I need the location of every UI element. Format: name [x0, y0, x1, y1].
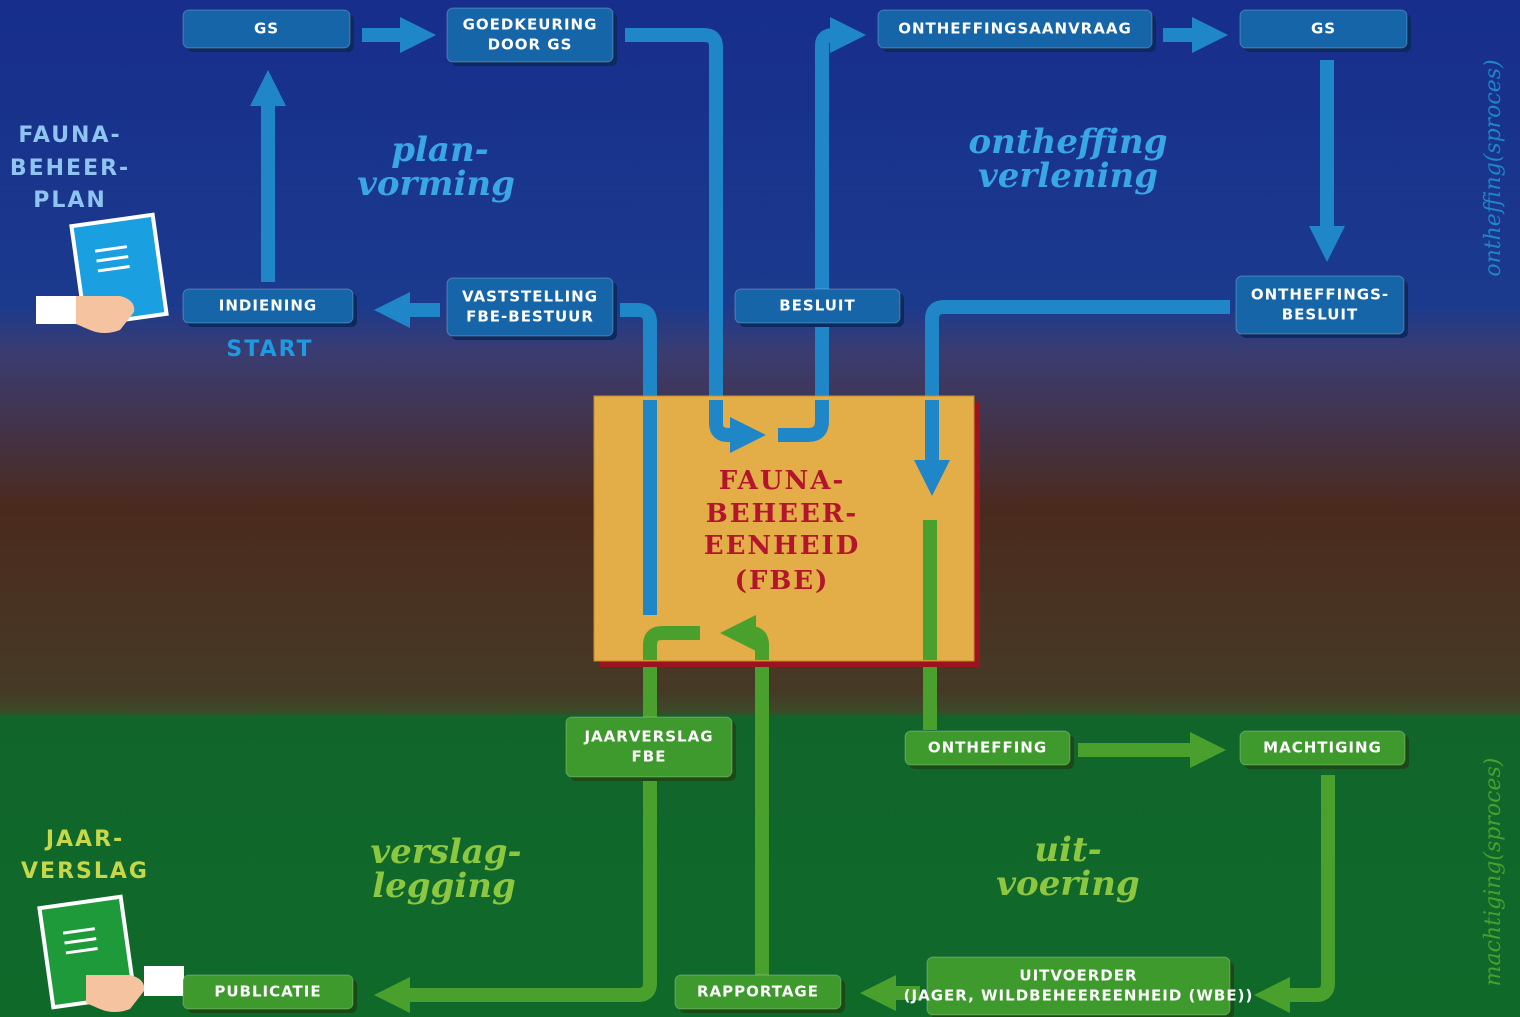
- node: UITVOERDER (JAGER, WILDBEHEEREENHEID (WBE…: [904, 957, 1254, 1017]
- page: FAUNA- BEHEER- PLAN START JAAR- VERSLAG …: [0, 0, 1520, 1017]
- node-label: GS: [1311, 20, 1336, 38]
- node-label: UITVOERDER: [1019, 967, 1137, 985]
- sleeve: [144, 966, 184, 996]
- node-label: JAARVERSLAG: [583, 728, 713, 746]
- label-line: JAAR-: [44, 827, 124, 852]
- label-line: FAUNA-: [18, 123, 121, 148]
- label-line: EENHEID: [704, 531, 861, 561]
- node: GOEDKEURING DOOR GS: [447, 8, 617, 66]
- node: RAPPORTAGE: [675, 975, 845, 1013]
- side-label: ontheffing(sproces): [1481, 59, 1506, 276]
- phase-line: legging: [372, 866, 516, 906]
- node: GS: [183, 10, 354, 52]
- node-label: PUBLICATIE: [214, 983, 321, 1001]
- node: VASTSTELLING FBE-BESTUUR: [447, 278, 617, 340]
- node-label: VASTSTELLING: [462, 288, 598, 306]
- node: ONTHEFFING: [905, 731, 1074, 769]
- node-label: FBE: [632, 748, 667, 766]
- node-label: DOOR GS: [488, 36, 573, 54]
- phase-line: verlening: [978, 156, 1158, 196]
- node-label: ONTHEFFING: [928, 739, 1047, 757]
- node-label: INDIENING: [219, 297, 317, 315]
- node: ONTHEFFINGS- BESLUIT: [1236, 276, 1408, 338]
- start-label: START: [226, 337, 313, 362]
- node: MACHTIGING: [1240, 731, 1409, 769]
- label-line: FAUNA-: [719, 466, 846, 496]
- phase-line: vorming: [357, 164, 515, 204]
- node-label: ONTHEFFINGSAANVRAAG: [898, 20, 1132, 38]
- diagram: FAUNA- BEHEER- PLAN START JAAR- VERSLAG …: [0, 0, 1520, 1017]
- node-label: GS: [254, 20, 279, 38]
- node: PUBLICATIE: [183, 975, 357, 1013]
- node-label: (JAGER, WILDBEHEEREENHEID (WBE)): [904, 987, 1254, 1005]
- node-label: RAPPORTAGE: [697, 983, 819, 1001]
- label-line: BEHEER-: [10, 156, 130, 181]
- label-line: (FBE): [735, 566, 830, 596]
- node-label: GOEDKEURING: [463, 16, 598, 34]
- label-line: BEHEER-: [706, 499, 858, 529]
- node-label: BESLUIT: [1282, 306, 1359, 324]
- node-label: FBE-BESTUUR: [466, 308, 594, 326]
- side-label: machtiging(sproces): [1481, 758, 1506, 987]
- node: GS: [1240, 10, 1411, 52]
- node: ONTHEFFINGSAANVRAAG: [878, 10, 1156, 52]
- node-label: ONTHEFFINGS-: [1251, 286, 1389, 304]
- label-line: PLAN: [33, 188, 107, 213]
- node-label: BESLUIT: [779, 297, 856, 315]
- phase-line: voering: [996, 864, 1139, 904]
- node: JAARVERSLAG FBE: [566, 717, 736, 781]
- label-line: VERSLAG: [21, 859, 149, 884]
- node: INDIENING: [183, 289, 357, 327]
- sleeve: [36, 296, 76, 324]
- node: BESLUIT: [735, 289, 904, 327]
- node-label: MACHTIGING: [1263, 739, 1382, 757]
